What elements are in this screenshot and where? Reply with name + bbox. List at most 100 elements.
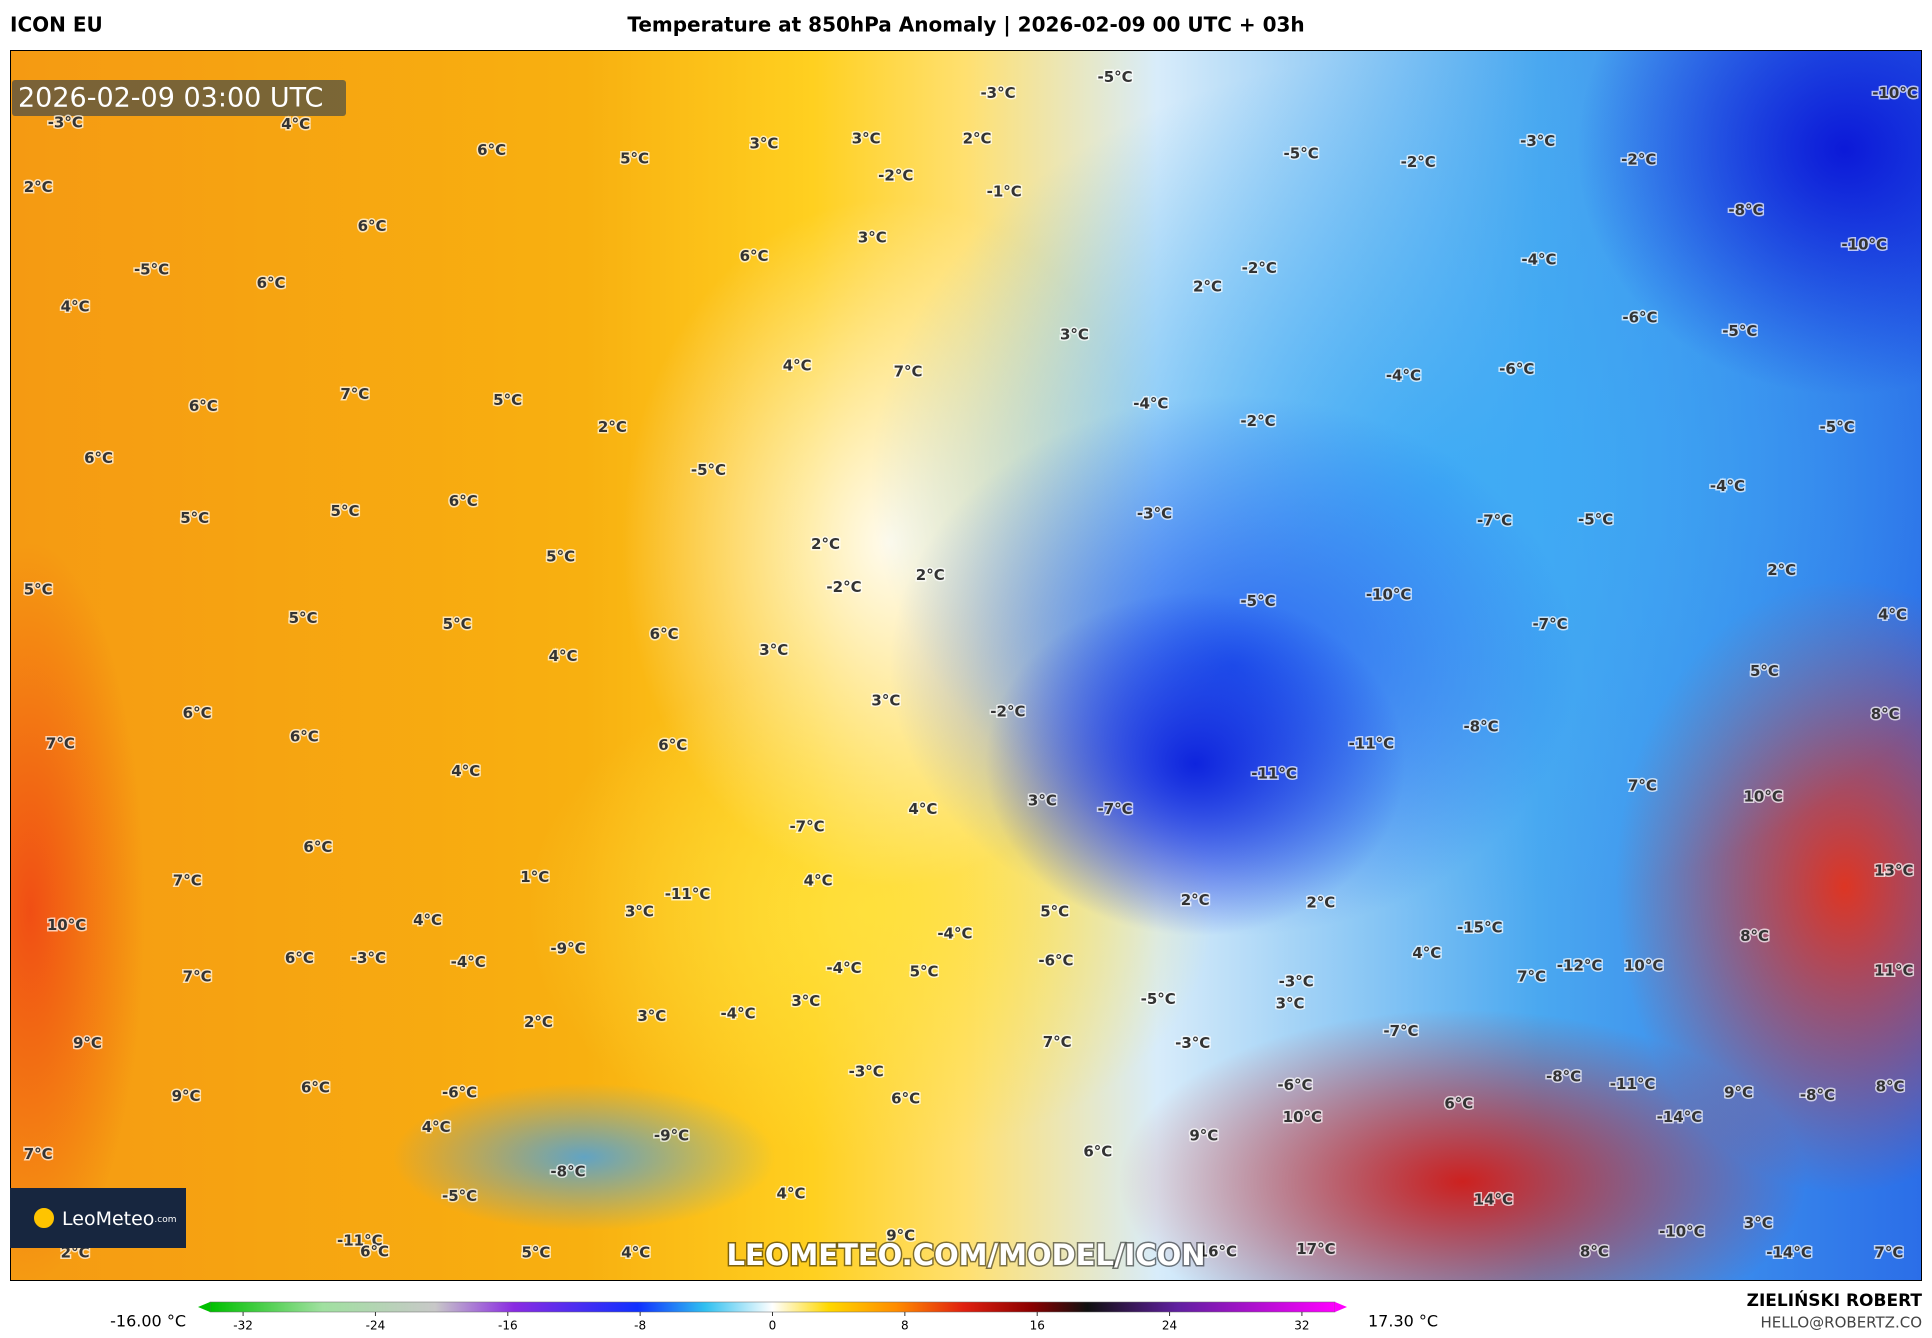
colorbar-tick-label: -8 (634, 1319, 646, 1333)
temperature-label: -6°C (442, 1083, 477, 1101)
temperature-label: 3°C (749, 135, 778, 153)
temperature-label: -5°C (1578, 510, 1613, 528)
temperature-labels: -3°C 4°C 2°C 6°C 5°C 3°C 3°C 2°C -3°C -5°C -2°C -1°… (22, 67, 1919, 1263)
temperature-label: 16°C (1198, 1242, 1237, 1260)
temperature-label: 3°C (759, 641, 788, 659)
temperature-label: 6°C (257, 274, 286, 292)
temperature-label: -10°C (1872, 84, 1918, 102)
temperature-label: 11°C (1874, 961, 1913, 979)
temperature-label: 3°C (871, 692, 900, 710)
temperature-label: -3°C (849, 1062, 884, 1080)
colorbar-tick-label: 16 (1030, 1319, 1045, 1333)
temperature-label: -2°C (1240, 412, 1275, 430)
temperature-label: -7°C (1098, 800, 1133, 818)
temperature-label: -2°C (1621, 151, 1656, 169)
colorbar-tick-label: 32 (1294, 1319, 1309, 1333)
temperature-label: -11°C (1610, 1075, 1656, 1093)
colorbar-tick-label: -16 (498, 1319, 518, 1333)
temperature-label: 6°C (891, 1090, 920, 1108)
temperature-label: 5°C (289, 609, 318, 627)
logo-sun (32, 1206, 56, 1230)
timestamp-box (12, 80, 346, 116)
temperature-label: 2°C (1767, 561, 1796, 579)
model-name: ICON EU (10, 13, 103, 37)
temperature-label: 5°C (522, 1244, 551, 1262)
temperature-label: -5°C (442, 1187, 477, 1205)
temperature-label: 5°C (180, 509, 209, 527)
temperature-label: 4°C (549, 647, 578, 665)
temperature-label: 6°C (285, 949, 314, 967)
temperature-label: 9°C (886, 1226, 915, 1244)
temperature-label: -4°C (826, 959, 861, 977)
temperature-label: -1°C (987, 183, 1022, 201)
temperature-label: 9°C (73, 1034, 102, 1052)
temperature-label: 7°C (46, 735, 75, 753)
temperature-label: -3°C (980, 84, 1015, 102)
temperature-label: -11°C (665, 885, 711, 903)
temperature-label: 6°C (358, 217, 387, 235)
temperature-label: 6°C (303, 838, 332, 856)
temperature-label: -8°C (1546, 1067, 1581, 1085)
temperature-label: 6°C (740, 247, 769, 265)
temperature-label: 4°C (281, 115, 310, 133)
temperature-label: 7°C (24, 1145, 53, 1163)
temperature-label: 2°C (24, 178, 53, 196)
temperature-label: -11°C (1349, 735, 1395, 753)
temperature-label: -2°C (878, 167, 913, 185)
temperature-label: 8°C (1580, 1242, 1609, 1260)
watermark: LEOMETEO.COM/MODEL/ICON (726, 1238, 1205, 1272)
temperature-label: 10°C (1283, 1108, 1322, 1126)
logo-name: LeoMeteo (62, 1208, 154, 1230)
temperature-label: 5°C (1040, 902, 1069, 920)
temperature-label: 5°C (1750, 662, 1779, 680)
temperature-label: 7°C (894, 363, 923, 381)
temperature-label: 5°C (443, 615, 472, 633)
temperature-label: 5°C (493, 391, 522, 409)
temperature-label: 2°C (1193, 278, 1222, 296)
temperature-label: 3°C (858, 228, 887, 246)
temperature-label: 3°C (637, 1007, 666, 1025)
temperature-label: -8°C (550, 1162, 585, 1180)
temperature-label: -7°C (1383, 1022, 1418, 1040)
temperature-label: -10°C (1366, 586, 1412, 604)
temperature-label: 13°C (1874, 862, 1913, 880)
temperature-label: -3°C (1175, 1034, 1210, 1052)
temperature-label: 6°C (290, 727, 319, 745)
temperature-label: -15°C (1457, 918, 1503, 936)
temperature-label: 9°C (1724, 1083, 1753, 1101)
temperature-label: 7°C (1874, 1244, 1903, 1262)
temperature-label: -9°C (654, 1127, 689, 1145)
temperature-label: -7°C (1532, 615, 1567, 633)
temperature-label: -6°C (1038, 952, 1073, 970)
author: ZIELIŃSKI ROBERT (1747, 1289, 1923, 1311)
temperature-label: -3°C (351, 949, 386, 967)
temperature-label: 10°C (1624, 957, 1663, 975)
temperature-label: -2°C (990, 703, 1025, 721)
temperature-label: 4°C (621, 1244, 650, 1262)
temperature-label: 6°C (1083, 1143, 1112, 1161)
temperature-label: 6°C (84, 449, 113, 467)
temperature-label: 4°C (1412, 944, 1441, 962)
temperature-label: -5°C (1141, 990, 1176, 1008)
temperature-label: 7°C (173, 871, 202, 889)
temperature-label: 4°C (908, 800, 937, 818)
temperature-label: -11°C (1251, 764, 1297, 782)
colorbar: -32 -24 -16 -8 0 8 16 24 32 (198, 1301, 1347, 1333)
colorbar-min: -16.00 °C (110, 1312, 186, 1331)
colorbar-arrow-right (1335, 1302, 1347, 1312)
colorbar-tick-label: -24 (366, 1319, 386, 1333)
temperature-label: -3°C (1279, 973, 1314, 991)
temperature-label: 7°C (340, 385, 369, 403)
temperature-label: 4°C (804, 871, 833, 889)
temperature-label: -4°C (1133, 395, 1168, 413)
temperature-label: 5°C (546, 547, 575, 565)
temperature-label: -10°C (1841, 236, 1887, 254)
colorbar-bar (209, 1301, 1336, 1313)
temperature-label: -3°C (1137, 504, 1172, 522)
temperature-label: -4°C (1386, 366, 1421, 384)
colorbar-tick-label: -32 (233, 1319, 253, 1333)
temperature-label: 7°C (1043, 1033, 1072, 1051)
temperature-label: 6°C (658, 736, 687, 754)
temperature-label: -7°C (789, 817, 824, 835)
